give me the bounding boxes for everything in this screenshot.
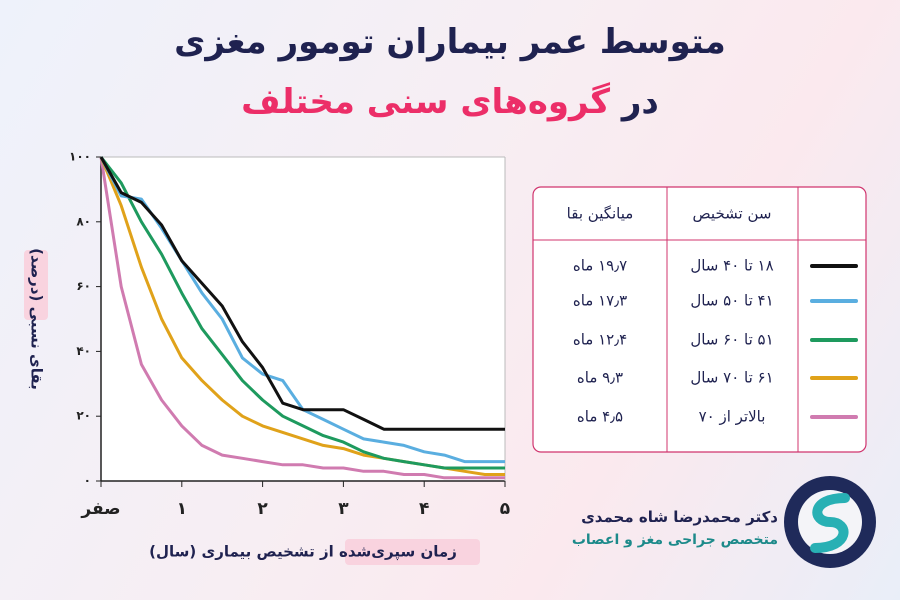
legend-label: ۶۱ تا ۷۰ سال (690, 369, 773, 387)
table-header: میانگین بقا (567, 205, 634, 223)
y-tick-label: ۲۰ (76, 409, 91, 423)
survival-line (99, 156, 505, 480)
title: متوسط عمر بیماران تومور مغزی (174, 22, 726, 62)
x-tick-label: ۵ (500, 499, 510, 519)
median-label: ۹٫۳ ماه (577, 369, 623, 387)
doctor-role: متخصص جراحی مغز و اعصاب (571, 532, 778, 548)
y-tick-label: ۸۰ (76, 214, 91, 228)
survival-line (99, 156, 505, 470)
legend-label: ۵۱ تا ۶۰ سال (690, 331, 773, 349)
x-tick-label: ۴ (419, 499, 429, 519)
legend-label: ۱۸ تا ۴۰ سال (690, 257, 773, 275)
subtitle: در گروه‌های سنی مختلف (0, 82, 900, 122)
median-label: ۴٫۵ ماه (577, 408, 623, 426)
table-header: سن تشخیص (693, 205, 772, 223)
y-tick-label: ۴۰ (76, 344, 91, 358)
legend-label: بالاتر از ۷۰ (699, 408, 766, 426)
logo (784, 476, 876, 568)
survival-line (99, 156, 505, 431)
x-tick-label: ۱ (177, 499, 187, 519)
doctor-name: دکتر محمدرضا شاه محمدی (581, 508, 778, 526)
legend-table (532, 186, 867, 453)
median-label: ۱۲٫۴ ماه (573, 331, 627, 349)
subtitle-highlight: گروه‌های سنی مختلف (241, 82, 610, 122)
x-tick-label: صفر (80, 499, 120, 519)
median-label: ۱۷٫۳ ماه (573, 292, 627, 310)
y-tick-label: ۶۰ (76, 279, 91, 293)
x-tick-label: ۲ (257, 499, 268, 519)
y-tick-label: ۰ (84, 474, 91, 488)
y-tick-label: ۱۰۰ (69, 150, 91, 164)
subtitle-prefix: در (621, 82, 659, 122)
median-label: ۱۹٫۷ ماه (573, 257, 627, 275)
y-axis-label: بقای نسبی (درصد) (28, 248, 46, 390)
label-highlight (345, 539, 480, 565)
x-axis-label: زمان سپری‌شده از تشخیص بیماری (سال) (149, 543, 457, 562)
x-tick-label: ۳ (338, 499, 349, 519)
legend-label: ۴۱ تا ۵۰ سال (690, 292, 773, 310)
label-highlight (24, 250, 48, 320)
